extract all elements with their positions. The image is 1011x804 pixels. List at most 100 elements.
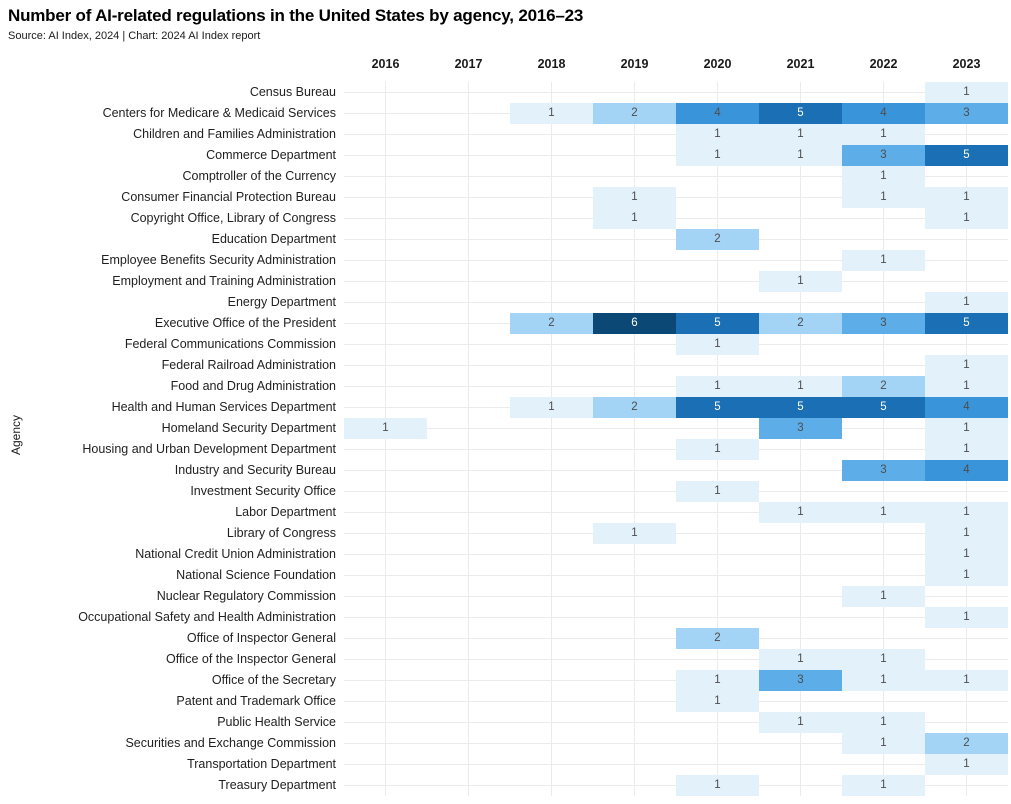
- agency-label: Labor Department: [235, 505, 336, 519]
- heatmap-cell: [344, 649, 427, 670]
- heatmap-cell: [759, 355, 842, 376]
- heatmap-cell: [676, 565, 759, 586]
- heatmap-cell: 1: [676, 145, 759, 166]
- heatmap-cell: [676, 187, 759, 208]
- year-header-row: 2016 2017 2018 2019 2020 2021 2022 2023: [344, 55, 1008, 73]
- heatmap-cell: 1: [925, 439, 1008, 460]
- heatmap-cell: [510, 355, 593, 376]
- agency-label: Patent and Trademark Office: [176, 694, 336, 708]
- heatmap-cell: [510, 460, 593, 481]
- heatmap-cell: [676, 586, 759, 607]
- heatmap-cell: [510, 250, 593, 271]
- heatmap-cell: [593, 292, 676, 313]
- heatmap-row: Office of the Inspector General 1 1: [0, 649, 1008, 670]
- heatmap-row: Federal Railroad Administration 1: [0, 355, 1008, 376]
- agency-label: Consumer Financial Protection Bureau: [121, 190, 336, 204]
- heatmap-cell: [842, 82, 925, 103]
- agency-label: Library of Congress: [226, 526, 336, 540]
- heatmap-cell: [842, 334, 925, 355]
- heatmap-cell: [759, 334, 842, 355]
- heatmap-cell: [427, 544, 510, 565]
- heatmap-cell: [759, 523, 842, 544]
- agency-label: Commerce Department: [206, 148, 336, 162]
- heatmap-cell: [510, 124, 593, 145]
- heatmap-row: Securities and Exchange Commission 1 2: [0, 733, 1008, 754]
- agency-label: Employee Benefits Security Administratio…: [101, 253, 336, 267]
- agency-label: Occupational Safety and Health Administr…: [78, 610, 336, 624]
- agency-label: Housing and Urban Development Department: [82, 442, 336, 456]
- page-title: Number of AI-related regulations in the …: [8, 6, 584, 25]
- heatmap-chart: 2016 2017 2018 2019 2020 2021 2022 2023 Census …: [0, 55, 1008, 796]
- heatmap-cell: 4: [925, 460, 1008, 481]
- year-header: 2023: [952, 57, 981, 71]
- heatmap-cell: 1: [842, 712, 925, 733]
- heatmap-cell: [759, 208, 842, 229]
- heatmap-cell: [427, 481, 510, 502]
- heatmap-cell: [344, 628, 427, 649]
- heatmap-cell: 5: [759, 103, 842, 124]
- heatmap-cell: [593, 82, 676, 103]
- heatmap-cell: [593, 376, 676, 397]
- agency-label: Office of the Inspector General: [165, 652, 336, 666]
- agency-label: Transportation Department: [187, 757, 336, 771]
- agency-label: Census Bureau: [249, 85, 336, 99]
- agency-label: Energy Department: [227, 295, 336, 309]
- heatmap-row: Office of Inspector General 2: [0, 628, 1008, 649]
- heatmap-cell: [842, 607, 925, 628]
- heatmap-cell: [676, 754, 759, 775]
- agency-label: Centers for Medicare & Medicaid Services: [102, 106, 336, 120]
- heatmap-row: Health and Human Services Department 1 2 5 5…: [0, 397, 1008, 418]
- heatmap-cell: [344, 712, 427, 733]
- heatmap-row: Patent and Trademark Office 1: [0, 691, 1008, 712]
- heatmap-cell: 1: [842, 250, 925, 271]
- heatmap-cell: [676, 502, 759, 523]
- heatmap-cell: [427, 145, 510, 166]
- heatmap-cell: 1: [676, 481, 759, 502]
- heatmap-cell: 1: [842, 166, 925, 187]
- heatmap-row: Labor Department 1 1 1: [0, 502, 1008, 523]
- heatmap-cell: [344, 439, 427, 460]
- heatmap-cell: [925, 649, 1008, 670]
- heatmap-cell: [344, 586, 427, 607]
- heatmap-cell: [842, 271, 925, 292]
- heatmap-cell: [427, 103, 510, 124]
- heatmap-cell: 2: [510, 313, 593, 334]
- heatmap-cell: [510, 271, 593, 292]
- heatmap-cell: [759, 733, 842, 754]
- heatmap-body: Census Bureau 1 Centers for Medicare & Med…: [0, 82, 1008, 796]
- heatmap-cell: [510, 754, 593, 775]
- heatmap-cell: 5: [925, 313, 1008, 334]
- heatmap-cell: [427, 754, 510, 775]
- heatmap-cell: 4: [925, 397, 1008, 418]
- heatmap-row: National Science Foundation 1: [0, 565, 1008, 586]
- heatmap-cell: 1: [676, 376, 759, 397]
- heatmap-cell: 2: [676, 229, 759, 250]
- heatmap-cell: [510, 292, 593, 313]
- heatmap-cell: [427, 166, 510, 187]
- heatmap-cell: [427, 418, 510, 439]
- heatmap-cell: [510, 691, 593, 712]
- agency-label: Food and Drug Administration: [170, 379, 336, 393]
- heatmap-cell: [842, 418, 925, 439]
- heatmap-cell: [344, 355, 427, 376]
- heatmap-cell: [427, 355, 510, 376]
- heatmap-cell: 5: [925, 145, 1008, 166]
- heatmap-row: Employment and Training Administration 1: [0, 271, 1008, 292]
- heatmap-cell: [344, 397, 427, 418]
- heatmap-row: Census Bureau 1: [0, 82, 1008, 103]
- heatmap-cell: 1: [759, 376, 842, 397]
- heatmap-cell: [842, 208, 925, 229]
- heatmap-cell: [510, 775, 593, 796]
- heatmap-cell: 1: [593, 523, 676, 544]
- agency-label: Children and Families Administration: [133, 127, 336, 141]
- heatmap-cell: 4: [842, 103, 925, 124]
- chart-source: Source: AI Index, 2024 | Chart: 2024 AI …: [8, 30, 261, 42]
- heatmap-row: Commerce Department 1 1 3 5: [0, 145, 1008, 166]
- heatmap-cell: 1: [759, 712, 842, 733]
- heatmap-cell: [676, 712, 759, 733]
- agency-label: Public Health Service: [217, 715, 336, 729]
- heatmap-cell: [842, 691, 925, 712]
- heatmap-cell: [593, 271, 676, 292]
- agency-label: Comptroller of the Currency: [182, 169, 336, 183]
